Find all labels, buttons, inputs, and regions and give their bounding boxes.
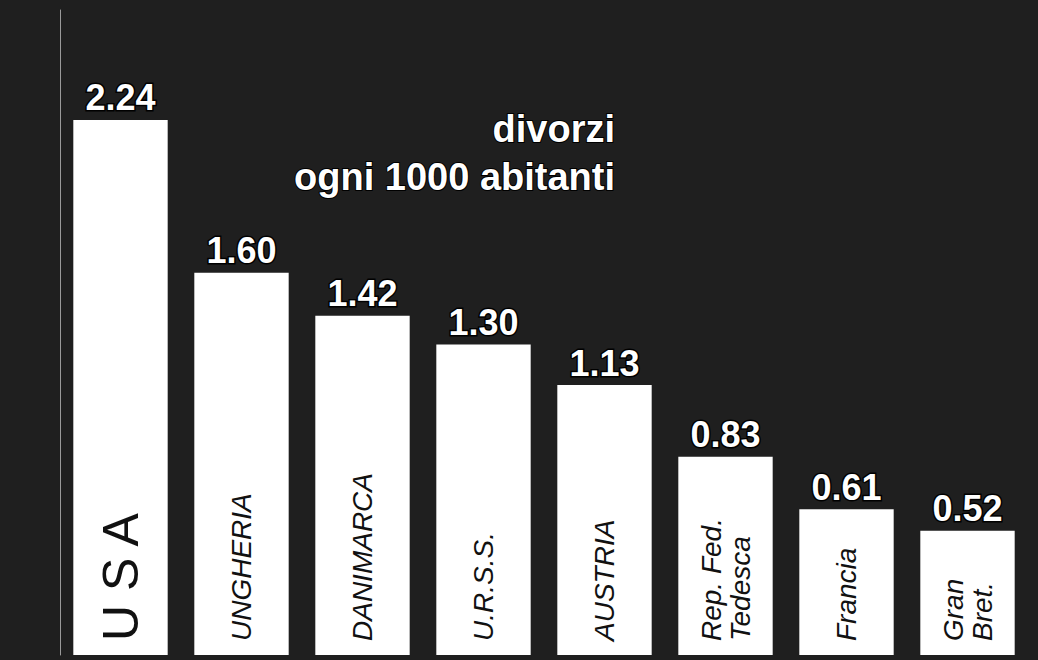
svg-text:U S A: U S A xyxy=(93,513,149,641)
svg-text:1.30: 1.30 xyxy=(448,302,518,343)
svg-text:Bret.: Bret. xyxy=(967,582,998,641)
svg-text:Rep. Fed.: Rep. Fed. xyxy=(696,518,727,641)
svg-text:U.R.S.S.: U.R.S.S. xyxy=(468,532,499,641)
svg-text:divorzi: divorzi xyxy=(493,108,615,150)
svg-text:0.52: 0.52 xyxy=(932,488,1002,529)
svg-text:DANIMARCA: DANIMARCA xyxy=(347,473,378,641)
svg-text:1.42: 1.42 xyxy=(327,273,397,314)
svg-text:0.83: 0.83 xyxy=(690,414,760,455)
svg-text:Tedesca: Tedesca xyxy=(725,536,756,641)
svg-text:AUSTRIA: AUSTRIA xyxy=(589,520,620,643)
svg-text:Gran: Gran xyxy=(938,579,969,641)
svg-text:1.13: 1.13 xyxy=(569,343,639,384)
svg-text:ogni 1000 abitanti: ogni 1000 abitanti xyxy=(294,156,615,198)
svg-text:0.61: 0.61 xyxy=(811,467,881,508)
svg-text:1.60: 1.60 xyxy=(206,230,276,271)
svg-text:UNGHERIA: UNGHERIA xyxy=(226,493,257,641)
svg-text:Francia: Francia xyxy=(831,548,862,641)
svg-text:2.24: 2.24 xyxy=(85,77,155,118)
